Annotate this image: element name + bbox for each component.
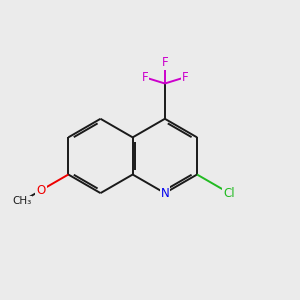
Text: O: O: [36, 184, 46, 197]
Text: Cl: Cl: [224, 187, 235, 200]
Text: F: F: [142, 71, 148, 84]
Text: F: F: [182, 71, 188, 84]
Text: CH₃: CH₃: [12, 196, 31, 206]
Text: F: F: [161, 56, 168, 69]
Text: N: N: [160, 187, 169, 200]
